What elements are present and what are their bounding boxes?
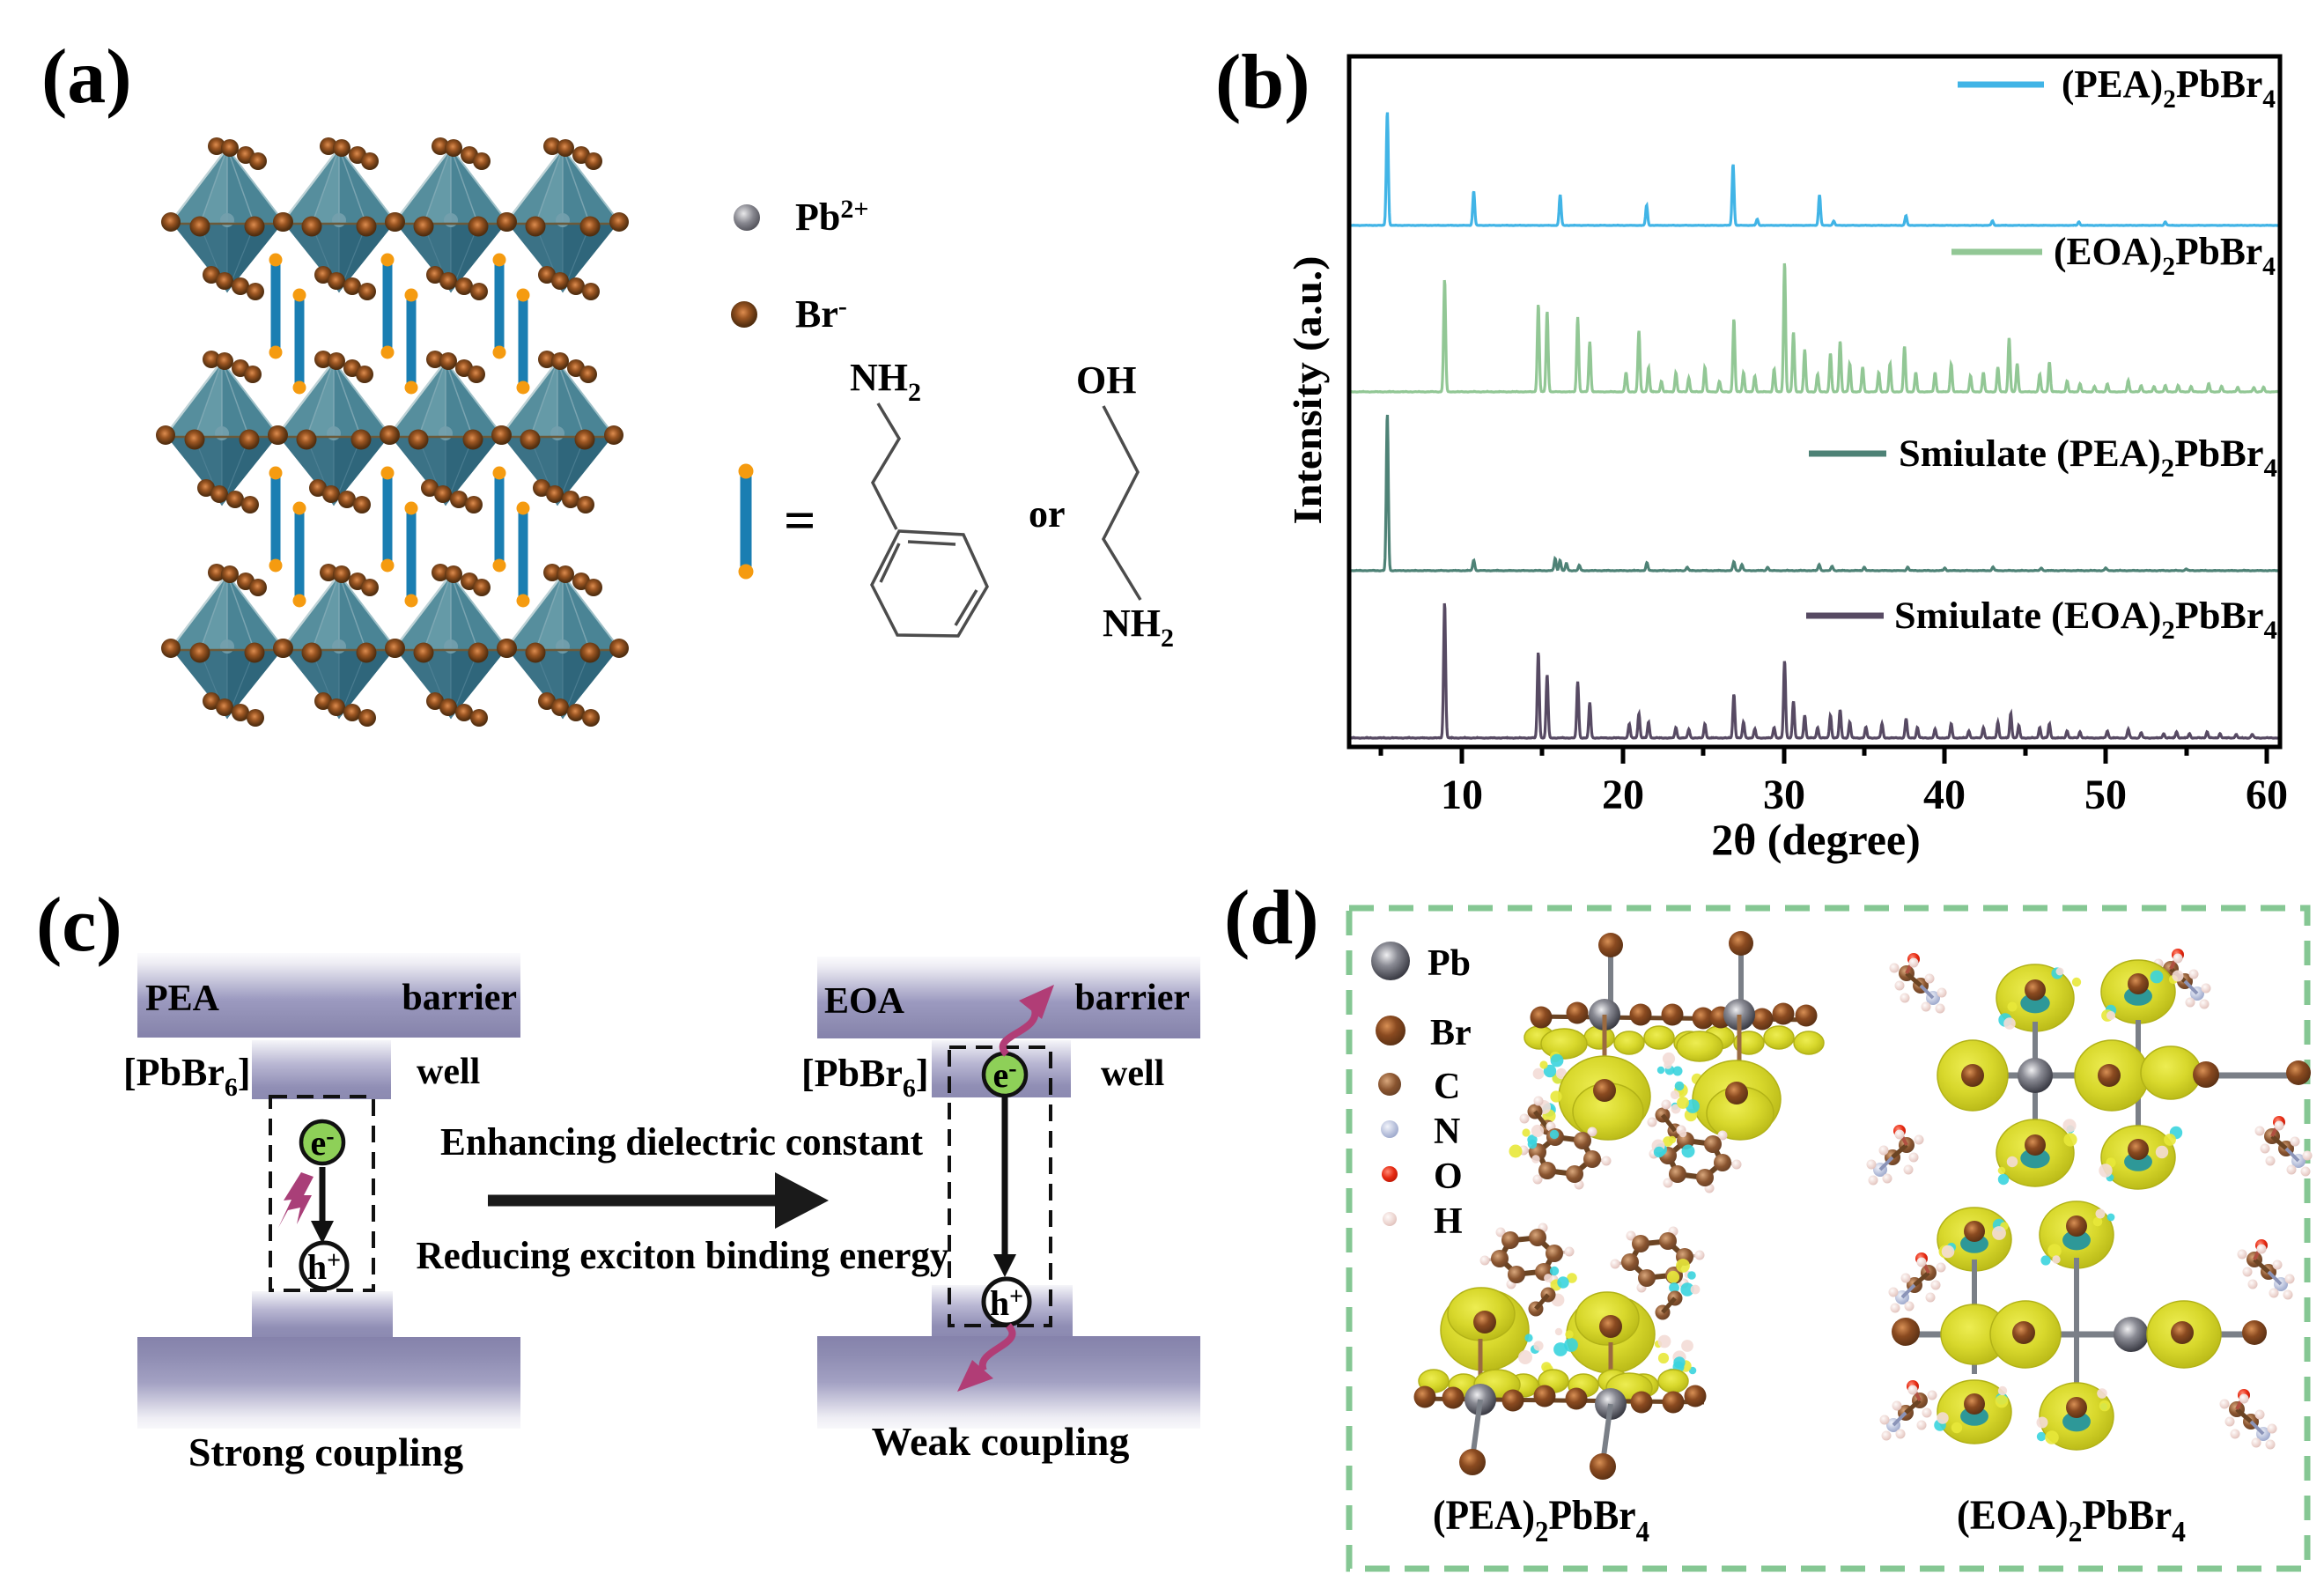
svg-text:=: = bbox=[784, 489, 815, 551]
svg-text:Weak coupling: Weak coupling bbox=[872, 1419, 1130, 1464]
svg-text:barrier: barrier bbox=[1074, 978, 1190, 1018]
svg-text:30: 30 bbox=[1763, 772, 1805, 818]
svg-text:20: 20 bbox=[1602, 772, 1644, 818]
svg-text:Pb: Pb bbox=[1428, 943, 1471, 984]
svg-text:40: 40 bbox=[1923, 772, 1966, 818]
svg-text:h+: h+ bbox=[990, 1283, 1023, 1323]
svg-text:(d): (d) bbox=[1224, 875, 1319, 961]
svg-text:Smiulate (EOA)2PbBr4: Smiulate (EOA) 2PbBr4 bbox=[1894, 595, 2277, 645]
svg-text:[PbBr6]: [PbBr6] bbox=[801, 1052, 929, 1103]
svg-text:e-: e- bbox=[992, 1055, 1016, 1095]
svg-text:10: 10 bbox=[1441, 772, 1483, 818]
svg-text:Enhancing dielectric constant: Enhancing dielectric constant bbox=[440, 1120, 923, 1164]
svg-text:Intensity (a.u.): Intensity (a.u.) bbox=[1285, 256, 1330, 525]
svg-text:(a): (a) bbox=[41, 34, 132, 120]
svg-text:(EOA)2PbBr4: (EOA)2PbBr4 bbox=[2054, 230, 2276, 281]
svg-text:C: C bbox=[1434, 1067, 1460, 1107]
svg-text:(EOA)2PbBr4: (EOA)2PbBr4 bbox=[1957, 1492, 2186, 1548]
svg-text:NH2: NH2 bbox=[1103, 602, 1174, 653]
svg-text:O: O bbox=[1434, 1156, 1463, 1197]
svg-text:Smiulate (PEA)2PbBr4: Smiulate (PEA) 2PbBr 4 bbox=[1899, 433, 2277, 483]
svg-text:OH: OH bbox=[1076, 358, 1136, 402]
svg-text:barrier: barrier bbox=[402, 978, 517, 1018]
svg-text:Br: Br bbox=[1430, 1013, 1472, 1053]
svg-text:60: 60 bbox=[2246, 772, 2288, 818]
svg-text:(c): (c) bbox=[36, 883, 122, 968]
svg-text:H: H bbox=[1434, 1201, 1463, 1242]
svg-text:well: well bbox=[1101, 1053, 1164, 1094]
svg-text:N: N bbox=[1434, 1112, 1460, 1152]
svg-text:(b): (b) bbox=[1215, 40, 1310, 125]
svg-text:Pb2+: Pb2+ bbox=[795, 195, 868, 239]
svg-text:well: well bbox=[417, 1052, 480, 1092]
svg-text:(PEA)2PbBr4: (PEA)2PbBr4 bbox=[1433, 1492, 1649, 1548]
svg-text:Br-: Br- bbox=[795, 292, 847, 336]
svg-text:(PEA)2PbBr4: (PEA)2PbBr4 bbox=[2062, 63, 2276, 114]
svg-text:h+: h+ bbox=[307, 1247, 341, 1287]
svg-text:2θ (degree): 2θ (degree) bbox=[1711, 815, 1921, 864]
svg-text:50: 50 bbox=[2084, 772, 2127, 818]
svg-text:or: or bbox=[1029, 492, 1066, 536]
svg-text:Reducing exciton binding energ: Reducing exciton binding energy bbox=[417, 1234, 949, 1277]
svg-text:EOA: EOA bbox=[824, 981, 905, 1022]
svg-text:[PbBr6]: [PbBr6] bbox=[123, 1051, 251, 1102]
svg-text:PEA: PEA bbox=[145, 979, 220, 1019]
svg-text:NH2: NH2 bbox=[850, 356, 921, 407]
svg-text:Strong coupling: Strong coupling bbox=[188, 1430, 463, 1474]
